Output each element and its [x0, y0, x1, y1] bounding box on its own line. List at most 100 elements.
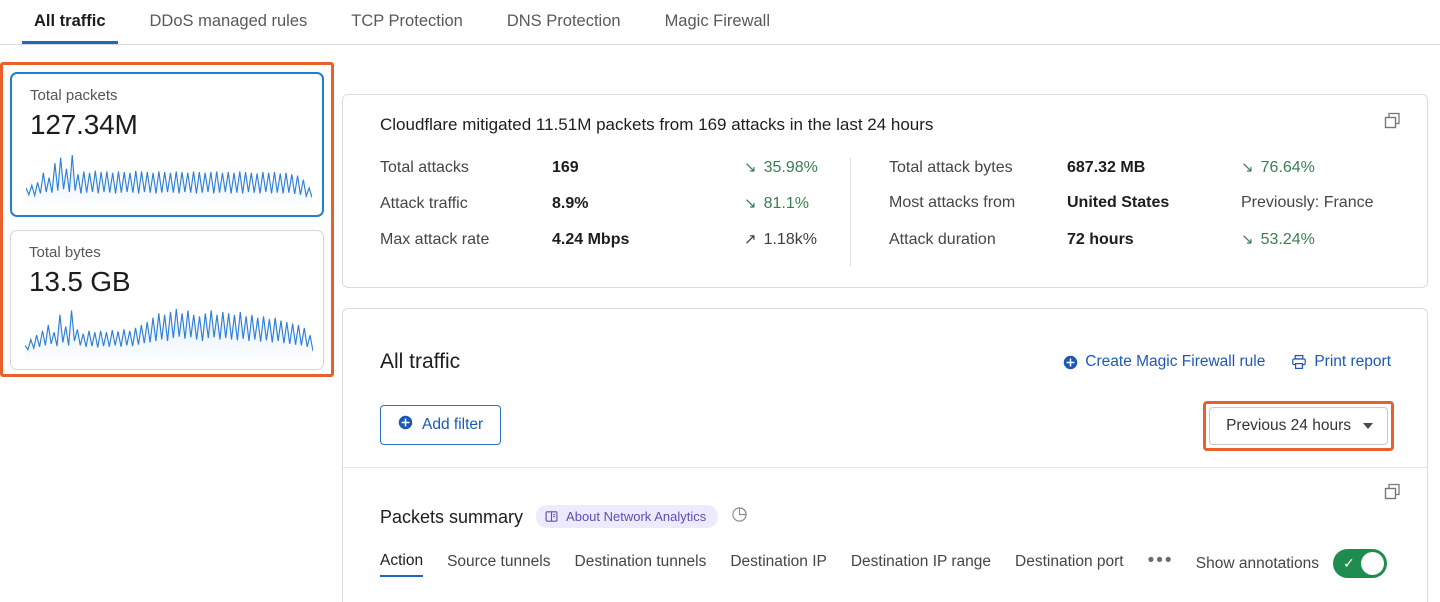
all-traffic-header: All traffic Create Magic Firewall rule — [343, 309, 1427, 373]
printer-icon — [1291, 354, 1307, 370]
badge-label: About Network Analytics — [566, 509, 707, 524]
plus-circle-icon — [398, 415, 413, 435]
stat-delta: ↘ 81.1% — [744, 194, 809, 213]
subtab-label: Destination IP range — [850, 553, 992, 570]
link-label: Print report — [1314, 353, 1391, 370]
stat-label: Max attack rate — [380, 231, 490, 248]
tab-ddos-managed-rules[interactable]: DDoS managed rules — [128, 0, 330, 44]
show-annotations-toggle[interactable]: ✓ — [1333, 549, 1387, 578]
duplicate-icon[interactable] — [1383, 482, 1405, 504]
sparkline-chart-total-packets — [26, 151, 312, 207]
stat-delta: ↘ 53.24% — [1241, 230, 1315, 249]
packets-summary-subtabs: Action Source tunnels Destination tunnel… — [380, 549, 1174, 577]
chevron-down-icon — [1363, 423, 1373, 429]
sparkline-svg — [25, 308, 313, 361]
tab-label: TCP Protection — [351, 12, 463, 30]
time-range-highlight-region: Previous 24 hours — [1203, 401, 1394, 451]
stat-delta-text: 35.98% — [763, 159, 818, 176]
stat-value: 687.32 MB — [1067, 159, 1146, 176]
tab-dns-protection[interactable]: DNS Protection — [485, 0, 643, 44]
stat-delta-text: 81.1% — [763, 195, 809, 212]
summary-stats-right: Total attack bytes 687.32 MB ↘ 76.64% Mos… — [850, 158, 1409, 266]
time-range-value: Previous 24 hours — [1226, 417, 1351, 434]
stat-row-most-attacks-from: Most attacks from United States Previous… — [889, 194, 1409, 230]
main-tab-bar: All traffic DDoS managed rules TCP Prote… — [0, 0, 1440, 45]
stat-delta-text: Previously: France — [1241, 194, 1374, 211]
plus-circle-icon — [1063, 355, 1078, 370]
subtab-destination-ip-range[interactable]: Destination IP range — [851, 553, 991, 576]
panel-divider — [343, 467, 1427, 468]
sparkline-chart-total-bytes — [25, 305, 313, 361]
create-magic-firewall-rule-link[interactable]: Create Magic Firewall rule — [1063, 353, 1265, 371]
about-network-analytics-badge[interactable]: About Network Analytics — [536, 505, 719, 528]
tab-label: All traffic — [34, 12, 106, 30]
subtab-source-tunnels[interactable]: Source tunnels — [447, 553, 550, 576]
subtab-label: Destination IP — [730, 553, 827, 570]
stat-delta-text: 1.18k% — [763, 231, 817, 248]
tab-label: DDoS managed rules — [149, 12, 308, 30]
stat-value: 4.24 Mbps — [552, 231, 630, 248]
arrow-up-right-icon: ↗ — [744, 231, 757, 248]
stat-row-attack-traffic: Attack traffic 8.9% ↘ 81.1% — [380, 194, 850, 230]
metric-card-total-bytes[interactable]: Total bytes 13.5 GB — [10, 230, 324, 370]
print-report-link[interactable]: Print report — [1291, 353, 1391, 371]
stat-row-total-attacks: Total attacks 169 ↘ 35.98% — [380, 158, 850, 194]
subtab-destination-tunnels[interactable]: Destination tunnels — [575, 553, 707, 576]
main-tab-list: All traffic DDoS managed rules TCP Prote… — [0, 0, 1440, 45]
panel-title: All traffic — [380, 350, 461, 373]
add-filter-label: Add filter — [422, 416, 484, 433]
arrow-down-right-icon: ↘ — [744, 159, 757, 176]
subtab-label: Source tunnels — [447, 553, 551, 570]
stat-delta: ↘ 76.64% — [1241, 158, 1315, 177]
arrow-down-right-icon: ↘ — [1241, 231, 1254, 248]
stat-label: Total attacks — [380, 159, 469, 176]
subtab-label: Destination port — [1015, 553, 1124, 570]
subtab-action[interactable]: Action — [380, 552, 424, 577]
subtab-destination-ip[interactable]: Destination IP — [730, 553, 827, 576]
metric-value: 127.34M — [30, 109, 138, 140]
stat-value: United States — [1067, 194, 1170, 211]
summary-stats-left: Total attacks 169 ↘ 35.98% Attack traffic… — [380, 158, 850, 266]
arrow-down-right-icon: ↘ — [1241, 159, 1254, 176]
tab-tcp-protection[interactable]: TCP Protection — [329, 0, 485, 44]
tab-magic-firewall[interactable]: Magic Firewall — [643, 0, 792, 44]
stat-delta-text: 76.64% — [1260, 159, 1315, 176]
book-icon — [545, 510, 558, 523]
metric-value: 13.5 GB — [29, 266, 131, 297]
pie-chart-icon[interactable] — [731, 506, 748, 528]
metric-label: Total bytes — [29, 244, 101, 261]
metric-card-total-packets[interactable]: Total packets 127.34M — [10, 72, 324, 217]
show-annotations-label: Show annotations — [1195, 554, 1319, 572]
stat-value: 8.9% — [552, 195, 589, 212]
stat-row-total-attack-bytes: Total attack bytes 687.32 MB ↘ 76.64% — [889, 158, 1409, 194]
arrow-down-right-icon: ↘ — [744, 195, 757, 212]
summary-headline: Cloudflare mitigated 11.51M packets from… — [380, 115, 934, 134]
stat-delta: Previously: France — [1241, 194, 1374, 212]
add-filter-button[interactable]: Add filter — [380, 405, 502, 445]
tab-label: Magic Firewall — [664, 12, 770, 30]
stat-label: Total attack bytes — [889, 159, 1013, 176]
metric-label: Total packets — [30, 87, 118, 104]
stat-delta: ↗ 1.18k% — [744, 230, 817, 249]
stat-row-attack-duration: Attack duration 72 hours ↘ 53.24% — [889, 230, 1409, 266]
stat-label: Most attacks from — [889, 194, 1016, 211]
time-range-select[interactable]: Previous 24 hours — [1209, 407, 1388, 445]
filter-row: Add filter Previous 24 hours — [343, 401, 1427, 451]
section-title: Packets summary — [380, 506, 524, 527]
all-traffic-panel: All traffic Create Magic Firewall rule — [342, 308, 1428, 602]
packets-summary-section: Packets summary About Network Analytics — [343, 467, 1427, 602]
stat-value: 72 hours — [1067, 231, 1134, 248]
link-label: Create Magic Firewall rule — [1085, 353, 1266, 370]
duplicate-icon[interactable] — [1383, 111, 1405, 133]
subtab-destination-port[interactable]: Destination port — [1015, 553, 1124, 576]
tab-all-traffic[interactable]: All traffic — [12, 0, 128, 44]
subtabs-overflow-icon[interactable]: ••• — [1147, 549, 1174, 571]
subtab-label: Action — [380, 552, 424, 569]
subtab-label: Destination tunnels — [574, 553, 707, 570]
toggle-knob — [1361, 552, 1384, 575]
summary-stats: Total attacks 169 ↘ 35.98% Attack traffic… — [343, 158, 1427, 266]
stat-label: Attack duration — [889, 231, 996, 248]
stat-delta: ↘ 35.98% — [744, 158, 818, 177]
stat-label: Attack traffic — [380, 195, 468, 212]
